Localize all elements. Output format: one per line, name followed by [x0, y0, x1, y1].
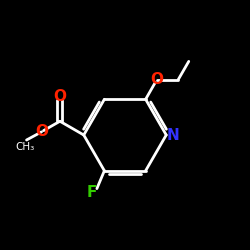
Text: O: O	[35, 124, 48, 139]
Text: O: O	[54, 89, 66, 104]
Text: N: N	[166, 128, 179, 142]
Text: O: O	[150, 72, 164, 87]
Text: CH₃: CH₃	[16, 142, 35, 152]
Text: F: F	[87, 185, 97, 200]
